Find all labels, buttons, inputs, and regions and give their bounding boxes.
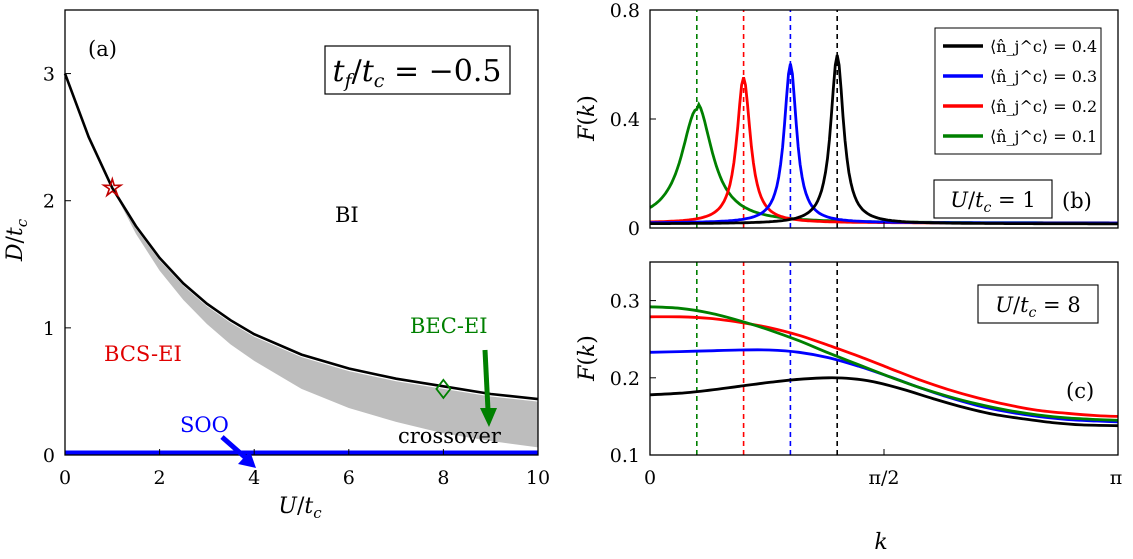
legend-label: ⟨n̂_j^c⟩ = 0.3 bbox=[990, 67, 1097, 86]
panel-b-u-box: U/tc = 1 bbox=[933, 179, 1053, 219]
label-bec-ei: BEC-EI bbox=[410, 314, 488, 338]
panel-a-ratio-box: tf/tc = −0.5 bbox=[324, 45, 511, 95]
label-crossover: crossover bbox=[398, 424, 502, 448]
panel-c-label: (c) bbox=[1066, 379, 1094, 403]
panel-b-label: (b) bbox=[1062, 189, 1092, 213]
panel-c: 0.1 0.2 0.3 0 π/2 π U/tc = 8 (c) F(k) k bbox=[575, 261, 1122, 555]
y-tick-label: 0.8 bbox=[610, 0, 640, 22]
panel-a-ticks: 0 2 4 6 8 10 0 1 2 3 bbox=[43, 64, 550, 489]
x-tick-label: π/2 bbox=[869, 467, 900, 489]
panel-a-plot-area bbox=[63, 73, 539, 455]
series-line bbox=[649, 376, 1118, 428]
y-tick-label: 0.3 bbox=[610, 291, 640, 313]
panel-a-ylabel: D/tc bbox=[3, 218, 31, 262]
diamond-marker bbox=[435, 378, 452, 400]
star-marker bbox=[100, 176, 124, 198]
y-tick-label: 0 bbox=[43, 445, 55, 467]
svg-text:U/tc = 1: U/tc = 1 bbox=[950, 188, 1035, 216]
y-tick-label: 0.2 bbox=[610, 368, 640, 390]
panel-a-xlabel: U/tc bbox=[278, 494, 322, 522]
panel-a-label: (a) bbox=[88, 37, 117, 61]
y-tick-label: 1 bbox=[43, 318, 55, 340]
series-line bbox=[649, 315, 1118, 418]
panel-b-ticks: 0 0.4 0.8 bbox=[610, 0, 1119, 240]
legend-label: ⟨n̂_j^c⟩ = 0.4 bbox=[990, 37, 1097, 56]
y-tick-label: 2 bbox=[43, 191, 55, 213]
y-tick-label: 3 bbox=[43, 64, 55, 86]
panel-a-crossover-band bbox=[112, 188, 539, 448]
arrow-soo bbox=[220, 435, 256, 468]
legend-label: ⟨n̂_j^c⟩ = 0.2 bbox=[990, 97, 1097, 116]
phase-boundary-line bbox=[63, 73, 539, 401]
panel-c-xlabel: k bbox=[874, 530, 887, 555]
y-tick-label: 0.4 bbox=[610, 109, 640, 131]
panel-b-ylabel: F(k) bbox=[575, 95, 600, 142]
series-line bbox=[650, 54, 1118, 226]
y-tick-label: 0 bbox=[628, 218, 640, 240]
panel-c-ylabel: F(k) bbox=[575, 335, 600, 382]
x-tick-label: π bbox=[1110, 467, 1123, 489]
x-tick-label: 10 bbox=[526, 467, 550, 489]
label-soo: SOO bbox=[180, 413, 229, 437]
y-tick-label: 0.1 bbox=[610, 445, 640, 467]
label-bi: BI bbox=[335, 203, 359, 227]
x-tick-label: 8 bbox=[437, 467, 449, 489]
panel-c-plot-area bbox=[649, 262, 1118, 455]
svg-text:U/tc = 8: U/tc = 8 bbox=[995, 293, 1080, 321]
series-line bbox=[649, 305, 1118, 422]
arrow-bec-ei bbox=[480, 349, 497, 427]
svg-text:tf/tc = −0.5: tf/tc = −0.5 bbox=[333, 54, 502, 92]
x-tick-label: 0 bbox=[59, 467, 71, 489]
panel-a-frame bbox=[64, 9, 539, 456]
x-tick-label: 2 bbox=[154, 467, 166, 489]
panel-c-ticks: 0.1 0.2 0.3 0 π/2 π bbox=[610, 291, 1122, 489]
panel-c-u-box: U/tc = 8 bbox=[977, 284, 1099, 324]
label-bcs-ei: BCS-EI bbox=[104, 342, 182, 366]
x-tick-label: 6 bbox=[343, 467, 355, 489]
panel-a: 0 2 4 6 8 10 0 1 2 3 (a) tf/tc = −0.5 BI BCS-EI B… bbox=[3, 9, 550, 522]
x-tick-label: 4 bbox=[248, 467, 260, 489]
legend-label: ⟨n̂_j^c⟩ = 0.1 bbox=[990, 127, 1097, 146]
x-tick-label: 0 bbox=[644, 467, 656, 489]
panel-b: 00.40.8 ⟨n̂_j^c⟩ = 0.4⟨n̂_j^c⟩ = 0.3⟨n̂_… bbox=[575, 0, 1119, 240]
panel-b-legend: ⟨n̂_j^c⟩ = 0.4 ⟨n̂_j^c⟩ = 0.3 ⟨n̂_j^c⟩ = 0… bbox=[934, 27, 1102, 155]
